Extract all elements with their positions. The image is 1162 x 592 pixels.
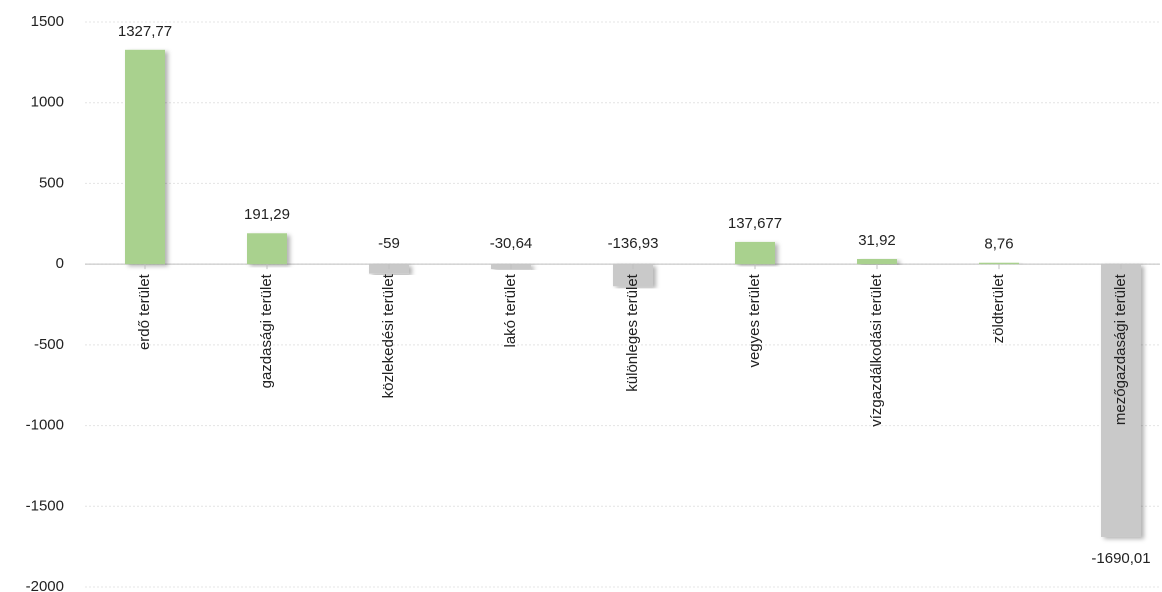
bar — [247, 233, 287, 265]
x-tick-label: különleges terület — [624, 273, 641, 391]
x-tick-label: gazdasági terület — [258, 273, 275, 388]
bar — [979, 262, 1019, 265]
data-label: 31,92 — [858, 232, 896, 249]
x-tick-label: közlekedési terület — [380, 273, 397, 398]
y-tick-label: 0 — [56, 255, 64, 272]
y-tick-label: 500 — [39, 174, 64, 191]
bar — [125, 49, 165, 265]
y-tick-label: -1000 — [26, 417, 64, 434]
x-tick-label: mezőgazdasági terület — [1112, 273, 1129, 425]
y-tick-label: -500 — [34, 336, 64, 353]
x-tick-label: vízgazdálkodási terület — [868, 273, 885, 426]
data-label: 8,76 — [984, 236, 1013, 253]
x-tick-label: vegyes terület — [746, 273, 763, 367]
data-label: -30,64 — [490, 235, 533, 252]
y-tick-label: 1500 — [31, 13, 64, 30]
data-label: -136,93 — [608, 235, 659, 252]
data-label: 137,677 — [728, 215, 782, 232]
data-label: 191,29 — [244, 206, 290, 223]
x-tick-label: zöldterület — [990, 273, 1007, 343]
data-label: 1327,77 — [118, 23, 172, 40]
bar — [613, 264, 653, 287]
data-label: -1690,01 — [1091, 550, 1150, 567]
y-tick-label: -1500 — [26, 497, 64, 514]
x-tick-label: erdő terület — [136, 273, 153, 350]
bar — [857, 258, 897, 265]
x-tick-label: lakó terület — [502, 273, 519, 347]
y-tick-label: -2000 — [26, 578, 64, 592]
bar — [735, 241, 775, 265]
bar — [1101, 264, 1141, 537]
y-tick-label: 1000 — [31, 94, 64, 111]
data-label: -59 — [378, 235, 400, 252]
